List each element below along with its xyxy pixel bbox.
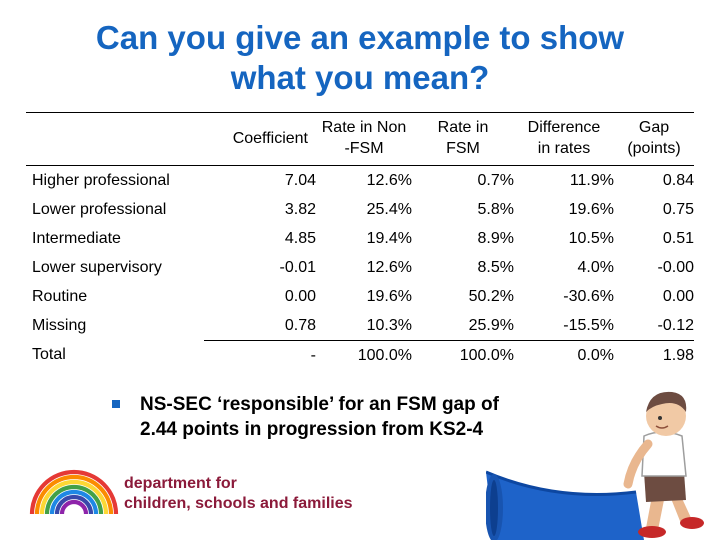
department-line-2: children, schools and families [124, 495, 353, 512]
slide-title: Can you give an example to show what you… [40, 18, 680, 98]
department-line-1: department for [124, 475, 237, 492]
coefficient-cell: 0.00 [284, 287, 316, 305]
difference-cell: -15.5% [563, 316, 614, 334]
bullet-line-2: 2.44 points in progression from KS2-4 [140, 419, 484, 440]
total-coefficient-cell: - [204, 340, 316, 370]
table-row: Lower professional 3.82 25.4% 5.8% 19.6%… [26, 195, 694, 224]
gap-cell: 0.84 [662, 171, 694, 189]
department-name: department for children, schools and fam… [124, 474, 353, 514]
rate-non-fsm-cell: 12.6% [366, 258, 412, 276]
header-rate-fsm: Rate in FSM [412, 112, 514, 166]
total-label: Total [32, 346, 66, 364]
rate-fsm-cell: 5.8% [477, 200, 514, 218]
rate-fsm-cell: 0.7% [477, 171, 514, 189]
coefficient-cell: 0.78 [284, 316, 316, 334]
header-rate-non-fsm-line-1: Rate in Non [321, 119, 407, 136]
header-coefficient: Coefficient [204, 112, 316, 166]
coefficient-cell: 4.85 [284, 229, 316, 247]
gap-cell: 0.51 [662, 229, 694, 247]
table-row: Intermediate 4.85 19.4% 8.9% 10.5% 0.51 [26, 224, 694, 253]
total-rate-non-fsm-cell: 100.0% [316, 340, 412, 370]
rate-non-fsm-cell: 19.4% [366, 229, 412, 247]
rate-non-fsm-cell: 19.6% [366, 287, 412, 305]
gap-cell: 0.75 [662, 200, 694, 218]
rate-fsm-cell: 8.5% [477, 258, 514, 276]
header-difference-line-2: in rates [537, 140, 591, 157]
header-gap: Gap (points) [614, 112, 694, 166]
difference-cell: 19.6% [568, 200, 614, 218]
rate-fsm-cell: 8.9% [477, 229, 514, 247]
header-difference-line-1: Difference [527, 119, 601, 136]
bullet-line-1: NS-SEC ‘responsible’ for an FSM gap of [140, 394, 499, 415]
bullet-text: NS-SEC ‘responsible’ for an FSM gap of 2… [140, 392, 582, 442]
header-blank [26, 112, 204, 166]
row-label: Lower supervisory [32, 258, 162, 276]
header-gap-line-1: Gap [638, 119, 670, 136]
table-row: Routine 0.00 19.6% 50.2% -30.6% 0.00 [26, 282, 694, 311]
gap-cell: -0.12 [657, 316, 694, 334]
rainbow-logo-icon [29, 469, 119, 515]
rate-non-fsm-cell: 10.3% [366, 316, 412, 334]
row-label: Intermediate [32, 229, 121, 247]
table-row: Higher professional 7.04 12.6% 0.7% 11.9… [26, 166, 694, 196]
summary-bullet: NS-SEC ‘responsible’ for an FSM gap of 2… [112, 392, 582, 442]
title-line-1: Can you give an example to show [95, 19, 625, 56]
gap-cell: -0.00 [657, 258, 694, 276]
header-rate-non-fsm: Rate in Non -FSM [316, 112, 412, 166]
total-row: Total - 100.0% 100.0% 0.0% 1.98 [26, 340, 694, 370]
total-difference-cell: 0.0% [514, 340, 614, 370]
table-row: Missing 0.78 10.3% 25.9% -15.5% -0.12 [26, 311, 694, 341]
row-label: Lower professional [32, 200, 167, 218]
total-gap-cell: 1.98 [614, 340, 694, 370]
difference-cell: 11.9% [569, 171, 614, 189]
rate-fsm-cell: 50.2% [468, 287, 514, 305]
row-label: Routine [32, 287, 88, 305]
difference-cell: -30.6% [563, 287, 614, 305]
header-rate-fsm-line-1: Rate in [437, 119, 489, 136]
header-gap-line-2: (points) [627, 140, 681, 157]
header-rate-non-fsm-line-2: -FSM [344, 140, 384, 157]
gap-cell: 0.00 [662, 287, 694, 305]
bullet-square-icon [112, 400, 120, 408]
row-label: Missing [32, 316, 87, 334]
rate-non-fsm-cell: 12.6% [366, 171, 412, 189]
difference-cell: 10.5% [568, 229, 614, 247]
ns-sec-table: Coefficient Rate in Non -FSM Rate in FSM… [26, 112, 694, 370]
coefficient-cell: 3.82 [284, 200, 316, 218]
difference-cell: 4.0% [577, 258, 614, 276]
header-rate-fsm-line-2: FSM [446, 140, 480, 157]
coefficient-cell: -0.01 [279, 258, 316, 276]
table-row: Lower supervisory -0.01 12.6% 8.5% 4.0% … [26, 253, 694, 282]
row-label: Higher professional [32, 171, 170, 189]
title-line-2: what you mean? [230, 59, 490, 96]
header-difference: Difference in rates [514, 112, 614, 166]
rate-fsm-cell: 25.9% [468, 316, 514, 334]
total-rate-fsm-cell: 100.0% [412, 340, 514, 370]
child-with-mat-illustration [486, 391, 704, 540]
table-header-row: Coefficient Rate in Non -FSM Rate in FSM… [26, 112, 694, 166]
rate-non-fsm-cell: 25.4% [366, 200, 412, 218]
coefficient-cell: 7.04 [284, 171, 316, 189]
